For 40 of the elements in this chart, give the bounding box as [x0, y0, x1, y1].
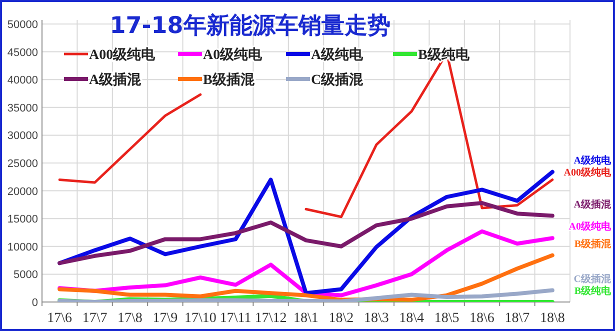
x-tick-label: 18\4 — [399, 311, 424, 326]
x-tick-label: 17\12 — [254, 311, 287, 326]
y-tick-label: 40000 — [7, 74, 38, 87]
y-tick-label: 5000 — [14, 269, 38, 282]
text: B级插混 — [574, 238, 611, 250]
legend-label: A级插混 — [89, 72, 142, 88]
x-tick-label: 17\6 — [47, 311, 72, 326]
y-tick-label: 30000 — [7, 130, 38, 142]
x-tick-label: 18\8 — [540, 311, 565, 326]
legend-label: C级插混 — [311, 72, 364, 88]
x-tick-label: 18\5 — [434, 311, 460, 326]
y-tick-label: 45000 — [7, 46, 38, 59]
x-tick-label: 18\7 — [504, 311, 530, 326]
x-tick-label: 18\2 — [328, 311, 354, 326]
x-tick-label: 17\7 — [82, 311, 108, 326]
legend-label: A0级纯电 — [203, 47, 264, 63]
legend-label: B级插混 — [203, 72, 256, 88]
x-tick-label: 18\1 — [294, 311, 318, 326]
x-tick-label: 17\10 — [184, 311, 216, 326]
text: A级纯电 — [574, 156, 611, 167]
y-tick-label: 35000 — [7, 102, 38, 114]
x-tick-label: 17\8 — [118, 311, 142, 326]
y-tick-label: 20000 — [7, 186, 38, 198]
text: A0级纯电 — [568, 222, 611, 233]
text: C级插混 — [574, 274, 611, 285]
text: B级纯电 — [574, 286, 611, 297]
chart-title: 17-18年新能源车销量走势 — [110, 12, 390, 39]
legend-label: A00级纯电 — [89, 47, 156, 63]
y-tick-label: 15000 — [7, 214, 38, 226]
y-tick-label: 50000 — [7, 19, 38, 31]
text: A00级纯电 — [564, 168, 611, 179]
text: A级插混 — [574, 199, 611, 210]
x-tick-label: 18\3 — [364, 311, 389, 326]
y-tick-label: 0 — [32, 297, 38, 309]
x-tick-label: 17\9 — [152, 311, 178, 326]
x-tick-label: 18\6 — [470, 311, 494, 326]
y-tick-label: 25000 — [7, 158, 38, 170]
x-tick-label: 17\11 — [220, 311, 252, 326]
legend-label: A级纯电 — [311, 47, 364, 63]
y-tick-label: 10000 — [7, 241, 38, 254]
